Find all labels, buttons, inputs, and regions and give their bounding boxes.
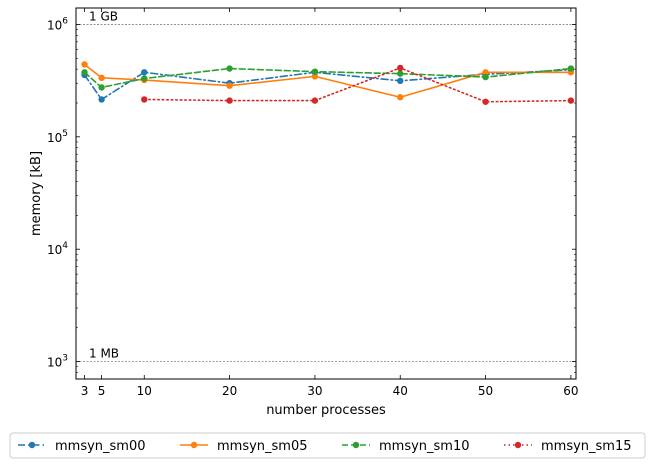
data-point-mmsyn_sm15 xyxy=(482,98,489,105)
x-axis-label: number processes xyxy=(266,403,386,418)
reference-line-label: 1 MB xyxy=(89,347,119,361)
series-layer xyxy=(81,61,575,105)
x-tick-label: 20 xyxy=(222,384,237,398)
x-tick-label: 60 xyxy=(563,384,578,398)
legend-marker-mmsyn_sm10 xyxy=(352,441,360,449)
legend-marker-mmsyn_sm05 xyxy=(190,441,198,449)
y-tick-label: 106 xyxy=(47,16,68,32)
y-tick-base: 10 xyxy=(47,18,62,32)
y-tick-exponent: 4 xyxy=(62,241,68,251)
legend: mmsyn_sm00 mmsyn_sm05 mmsyn_sm10 mmsyn_sm15 xyxy=(9,432,646,459)
x-tick-label: 5 xyxy=(98,384,106,398)
legend-label-mmsyn_sm10: mmsyn_sm10 xyxy=(379,439,470,454)
reference-lines: 1 GB 1 MB xyxy=(76,9,576,362)
data-point-mmsyn_sm00 xyxy=(141,69,148,76)
data-point-mmsyn_sm05 xyxy=(311,73,319,80)
y-tick-exponent: 6 xyxy=(62,16,68,26)
x-tick-label: 3 xyxy=(81,384,89,398)
data-point-mmsyn_sm00 xyxy=(397,77,404,85)
data-point-mmsyn_sm05 xyxy=(226,82,233,89)
data-point-mmsyn_sm10 xyxy=(141,75,148,82)
legend-label-mmsyn_sm00: mmsyn_sm00 xyxy=(55,439,146,454)
y-tick-base: 10 xyxy=(47,131,62,145)
data-point-mmsyn_sm15 xyxy=(397,64,404,72)
data-point-mmsyn_sm10 xyxy=(397,70,404,77)
x-tick-label: 30 xyxy=(307,384,322,398)
data-point-mmsyn_sm15 xyxy=(226,97,233,104)
y-tick-exponent: 5 xyxy=(62,129,68,139)
data-point-mmsyn_sm00 xyxy=(98,96,105,103)
x-axis: 3 5 10 20 30 40 50 60 xyxy=(81,8,579,398)
series-line-mmsyn_sm15 xyxy=(143,67,572,103)
legend-marker-mmsyn_sm15 xyxy=(514,441,522,449)
data-point-mmsyn_sm05 xyxy=(482,69,489,76)
data-point-mmsyn_sm10 xyxy=(311,68,319,75)
y-tick-exponent: 3 xyxy=(62,354,68,364)
y-tick-base: 10 xyxy=(47,356,62,370)
x-tick-label: 40 xyxy=(393,384,408,398)
series-line-mmsyn_sm05 xyxy=(83,63,572,99)
legend-box xyxy=(9,432,646,459)
y-tick-label: 105 xyxy=(47,129,68,145)
data-point-mmsyn_sm10 xyxy=(81,69,88,76)
y-tick-label: 103 xyxy=(47,354,68,370)
data-point-mmsyn_sm10 xyxy=(567,65,575,72)
data-point-mmsyn_sm15 xyxy=(567,97,575,104)
y-tick-base: 10 xyxy=(47,243,62,257)
y-tick-label: 104 xyxy=(47,241,68,257)
y-axis-label: memory [kB] xyxy=(29,151,44,236)
reference-line-label: 1 GB xyxy=(89,9,118,23)
legend-label-mmsyn_sm15: mmsyn_sm15 xyxy=(541,439,632,454)
data-point-mmsyn_sm15 xyxy=(141,96,148,103)
data-point-mmsyn_sm10 xyxy=(482,73,489,81)
legend-marker-mmsyn_sm00 xyxy=(28,441,36,449)
data-point-mmsyn_sm10 xyxy=(98,84,105,91)
data-point-mmsyn_sm05 xyxy=(98,74,105,82)
data-point-mmsyn_sm15 xyxy=(311,97,319,104)
legend-label-mmsyn_sm05: mmsyn_sm05 xyxy=(217,439,308,454)
data-point-mmsyn_sm10 xyxy=(226,65,233,72)
plot-frame xyxy=(75,7,577,380)
x-tick-label: 10 xyxy=(137,384,152,398)
series-line-mmsyn_sm10 xyxy=(83,67,572,89)
x-tick-label: 50 xyxy=(478,384,493,398)
series-line-mmsyn_sm00 xyxy=(83,68,572,101)
data-point-mmsyn_sm05 xyxy=(81,61,88,68)
data-point-mmsyn_sm05 xyxy=(397,94,404,101)
